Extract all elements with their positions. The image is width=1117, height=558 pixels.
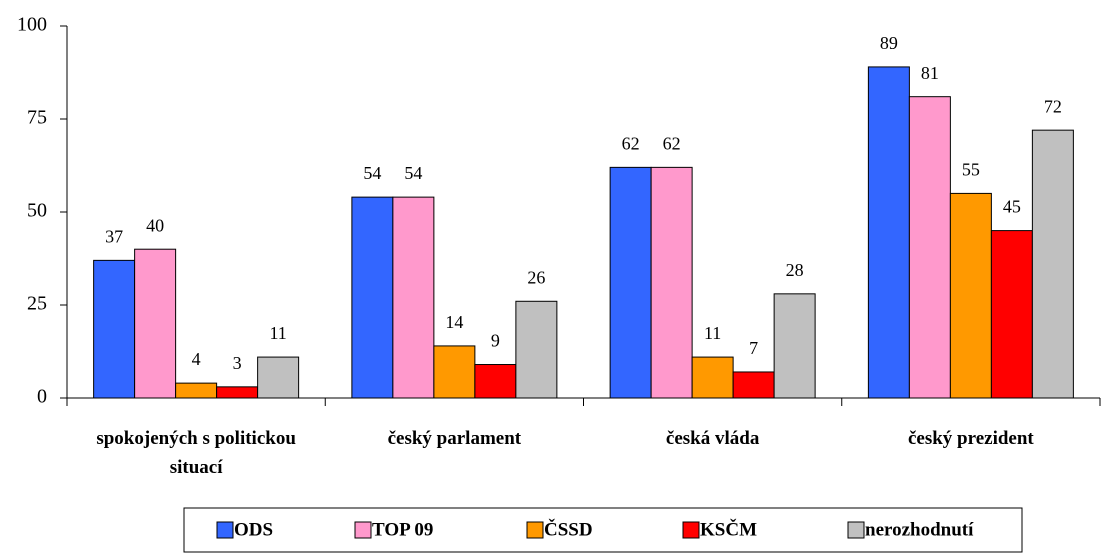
legend-label: ODS	[234, 519, 273, 540]
bar	[134, 248, 177, 399]
data-label: 40	[146, 215, 164, 235]
y-tick-label: 75	[27, 107, 47, 129]
data-label: 62	[622, 133, 640, 153]
bar	[93, 259, 136, 399]
x-tick-label: český parlament	[387, 428, 522, 449]
bar	[175, 382, 218, 399]
data-label: 14	[445, 312, 463, 332]
data-label: 7	[749, 338, 758, 358]
data-label: 62	[663, 133, 681, 153]
legend-label: TOP 09	[372, 519, 433, 540]
data-label: 26	[527, 267, 545, 287]
legend-label: KSČM	[700, 518, 757, 540]
bar	[474, 364, 517, 399]
data-label: 72	[1044, 96, 1062, 116]
data-label: 3	[233, 353, 242, 373]
bar	[351, 196, 394, 399]
data-label: 28	[786, 260, 804, 280]
bar	[650, 166, 693, 399]
data-label: 54	[404, 163, 422, 183]
x-tick-label: český prezident	[907, 428, 1034, 449]
x-tick-label: česká vláda	[665, 428, 760, 449]
bar	[216, 386, 259, 399]
data-label: 55	[962, 160, 980, 180]
y-tick-label: 100	[17, 14, 47, 36]
bar	[257, 356, 300, 399]
data-label: 45	[1003, 197, 1021, 217]
bar	[732, 371, 775, 399]
data-label: 37	[105, 226, 123, 246]
legend-label: nerozhodnutí	[865, 519, 974, 540]
bar	[609, 166, 652, 399]
data-label: 11	[704, 323, 721, 343]
bar	[433, 345, 476, 399]
legend-swatch	[682, 521, 700, 539]
bar	[1031, 129, 1074, 399]
legend-swatch	[354, 521, 372, 539]
data-label: 89	[880, 33, 898, 53]
bar	[691, 356, 734, 399]
bar	[392, 196, 435, 399]
data-label: 9	[491, 331, 500, 351]
bar	[990, 230, 1033, 399]
bar	[867, 66, 910, 399]
bar	[773, 293, 816, 399]
y-tick-label: 0	[37, 386, 47, 408]
legend-box	[183, 507, 1023, 553]
y-tick-label: 50	[27, 200, 47, 222]
legend-swatch	[216, 521, 234, 539]
y-tick-label: 25	[27, 293, 47, 315]
data-label: 81	[921, 63, 939, 83]
bar	[908, 96, 951, 399]
data-label: 54	[363, 163, 381, 183]
data-label: 11	[269, 323, 286, 343]
legend-label: ČSSD	[544, 518, 593, 540]
legend-swatch	[847, 521, 865, 539]
data-label: 4	[192, 349, 201, 369]
x-tick-label: spokojených s politickou situací	[96, 428, 296, 478]
bar	[515, 300, 558, 399]
legend-swatch	[526, 521, 544, 539]
bar	[949, 192, 992, 399]
